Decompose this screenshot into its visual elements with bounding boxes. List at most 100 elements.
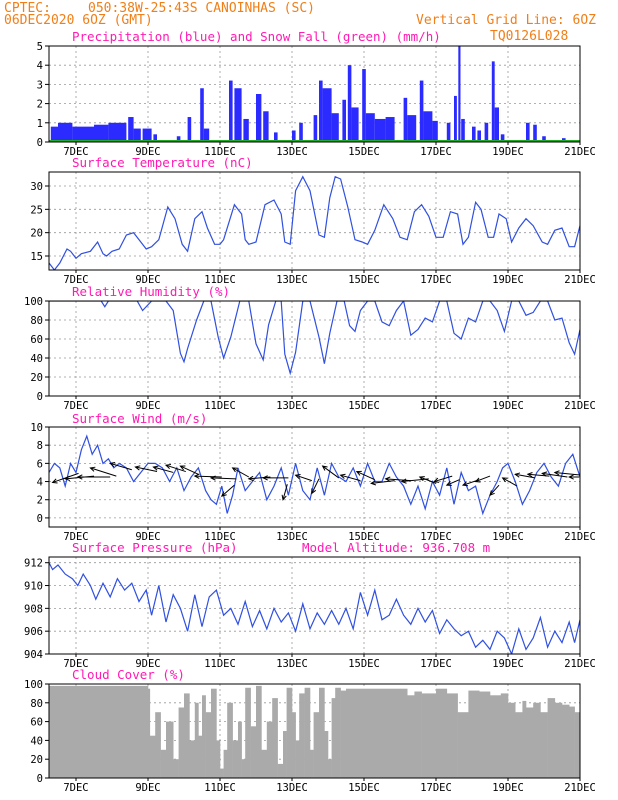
wind-arrow-shaft xyxy=(248,476,271,480)
wind-arrow-head xyxy=(134,465,141,471)
x-tick-label: 11DEC xyxy=(204,274,236,286)
cloud-bar xyxy=(421,693,437,778)
panel-title: Cloud Cover (%) xyxy=(72,667,185,682)
wind-arrow-head xyxy=(247,475,254,482)
cloud-bar xyxy=(547,698,556,778)
cloud-bar xyxy=(272,698,278,778)
precip-bar xyxy=(477,130,481,142)
wind-arrow xyxy=(164,463,186,473)
wind-arrow-head xyxy=(526,472,533,478)
plot-area-precip xyxy=(49,46,580,142)
x-tick-label: 7DEC xyxy=(63,531,88,543)
cloud-bar xyxy=(310,749,314,778)
y-tick-label: 30 xyxy=(30,181,43,193)
wind-arrow xyxy=(231,467,250,478)
cloud-bar xyxy=(184,693,190,778)
cloud-bar xyxy=(149,735,156,778)
wind-arrow xyxy=(294,474,312,482)
x-tick-label: 15DEC xyxy=(348,146,380,158)
panel-cloud: 0 20 40 60 80 100 7DEC 9DEC 11DEC 13DEC 15DEC 17DEC… xyxy=(24,667,596,794)
panel-frame xyxy=(48,556,581,655)
y-tick-label: 2 xyxy=(37,495,43,507)
precip-bar xyxy=(243,118,249,142)
panel-title: Surface Pressure (hPa) xyxy=(72,540,238,555)
wind-arrow-head xyxy=(164,463,172,469)
precip-bar xyxy=(374,118,386,142)
wind-arrow xyxy=(281,484,288,501)
panel-pres: 904 906 908 910 912 7DEC 9DEC 11DEC 13DEC 15DEC 17… xyxy=(24,540,596,670)
x-tick-label: 19DEC xyxy=(492,274,524,286)
x-tick-label: 13DEC xyxy=(276,658,308,670)
precip-bar xyxy=(385,117,395,142)
x-tick-label: 15DEC xyxy=(348,400,380,412)
plot-area-rh xyxy=(49,301,580,376)
cloud-bar xyxy=(540,712,548,778)
y-tick-label: 8 xyxy=(37,440,43,452)
x-tick-label: 19DEC xyxy=(492,531,524,543)
wind-arrow xyxy=(514,472,536,479)
wind-arrow-head xyxy=(89,466,96,472)
wind-arrow-shaft xyxy=(371,480,395,484)
wind-arrow-head xyxy=(231,467,238,473)
cloud-bar xyxy=(468,690,480,778)
x-tick-label: 11DEC xyxy=(204,146,236,158)
x-tick-label: 17DEC xyxy=(420,400,452,412)
wind-arrow-head xyxy=(64,475,71,482)
x-tick-label: 13DEC xyxy=(276,146,308,158)
cloud-bar xyxy=(331,698,336,778)
wind-arrow-shaft xyxy=(542,472,568,478)
x-tick-label: 7DEC xyxy=(63,274,88,286)
wind-arrow-shaft xyxy=(52,472,79,483)
panel-title: Surface Wind (m/s) xyxy=(72,411,207,426)
precip-bar xyxy=(491,61,495,142)
y-tick-label: 1 xyxy=(37,118,43,130)
wind-arrow-shaft xyxy=(90,467,117,477)
precip-bar xyxy=(142,128,152,142)
wind-arrow-shaft xyxy=(446,479,460,486)
plot-area-cloud xyxy=(49,685,580,778)
x-tick-label: 15DEC xyxy=(348,782,380,794)
precip-bar xyxy=(50,126,58,142)
wind-arrow-head xyxy=(209,475,216,481)
cloud-bar xyxy=(522,700,527,778)
precip-bar xyxy=(423,111,433,142)
y-tick-label: 60 xyxy=(30,334,43,346)
cloud-bar xyxy=(216,740,221,778)
y-tick-label: 4 xyxy=(37,60,43,72)
x-tick-label: 13DEC xyxy=(276,531,308,543)
cloud-bar xyxy=(319,687,325,778)
x-tick-label: 17DEC xyxy=(420,531,452,543)
cloud-bar xyxy=(340,690,347,778)
wind-arrow-head xyxy=(541,471,548,477)
wind-arrow xyxy=(89,466,117,477)
x-tick-label: 15DEC xyxy=(348,274,380,286)
wind-arrow xyxy=(370,480,395,486)
precip-bar xyxy=(458,46,461,142)
y-tick-label: 0 xyxy=(37,773,43,785)
wind-arrow xyxy=(134,465,158,473)
y-tick-label: 40 xyxy=(30,735,43,747)
y-tick-label: 20 xyxy=(30,372,43,384)
precip-bar xyxy=(331,113,339,142)
x-tick-label: 21DEC xyxy=(564,146,596,158)
precip-bar xyxy=(484,122,489,142)
precip-bar xyxy=(526,122,530,142)
y-tick-label: 2 xyxy=(37,99,43,111)
wind-arrow-head xyxy=(193,473,200,479)
cloud-bar xyxy=(166,721,174,778)
wind-arrow-head xyxy=(418,476,425,482)
cloud-bar xyxy=(155,712,161,778)
wind-arrow-shaft xyxy=(221,484,235,497)
wind-arrow-head xyxy=(311,488,317,495)
cloud-bar xyxy=(205,712,212,778)
wind-arrow-head xyxy=(461,481,469,487)
precip-bar xyxy=(542,136,546,142)
y-tick-label: 40 xyxy=(30,353,43,365)
panel-subtitle: Model Altitude: 936.708 m xyxy=(302,540,490,555)
cloud-bar xyxy=(446,693,458,778)
cloud-bar xyxy=(211,688,217,778)
x-tick-label: 19DEC xyxy=(492,782,524,794)
precip-bar xyxy=(500,134,505,142)
wind-arrow-shaft xyxy=(356,471,376,481)
wind-arrow-shaft xyxy=(194,475,222,478)
